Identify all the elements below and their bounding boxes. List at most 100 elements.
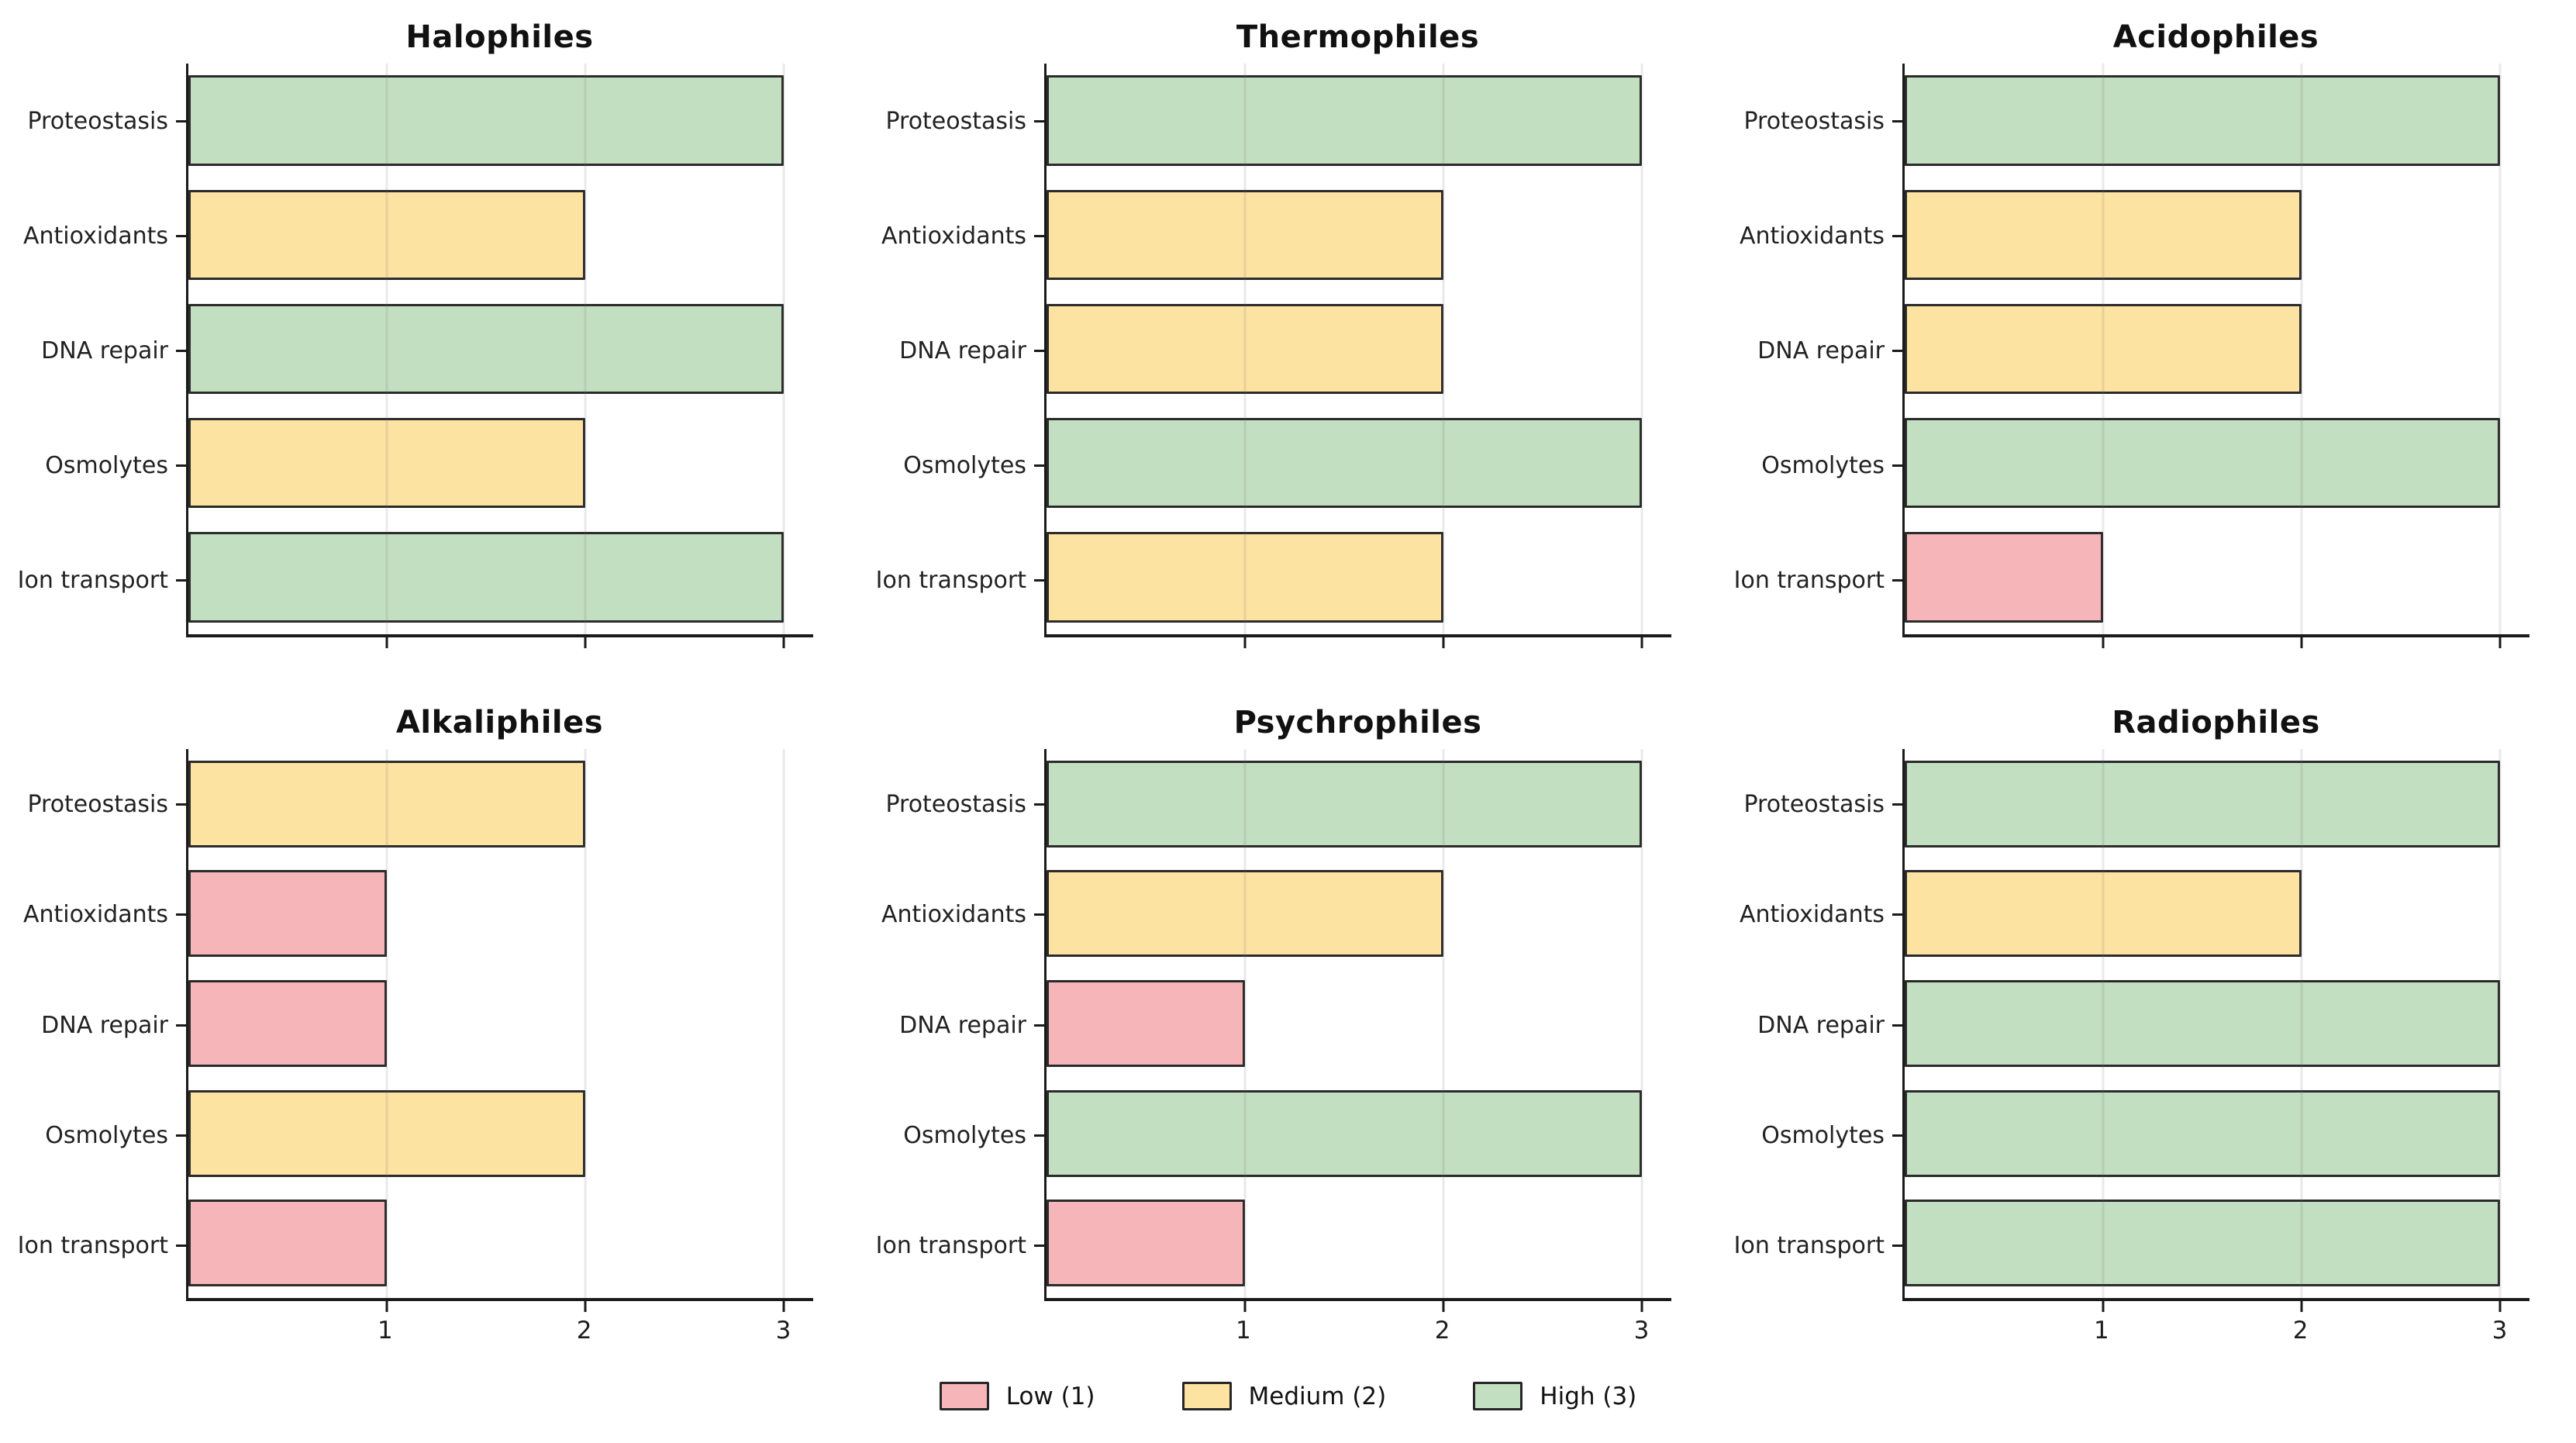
y-tick-mark: [176, 234, 186, 237]
x-axis-labels: [186, 637, 813, 685]
category-label-osmolytes: Osmolytes: [45, 451, 168, 479]
y-axis-labels: Proteostasis Antioxidants DNA repair Osmoly…: [0, 64, 186, 637]
x-axis-labels: 1 2 3: [1902, 1301, 2529, 1349]
bar-slot: [1047, 406, 1671, 520]
bar-slot: [188, 64, 813, 178]
bar-slot: [1047, 520, 1671, 634]
bar-slot: [1047, 64, 1671, 178]
chart-title: Psychrophiles: [1233, 705, 1482, 740]
bar-slot: [1905, 1188, 2529, 1298]
category-label-dna-repair: DNA repair: [1757, 1011, 1885, 1039]
bar-slot: [1047, 1188, 1671, 1298]
gridline-x3: [2498, 64, 2502, 634]
chart-psychrophiles: Psychrophiles Proteostasis Antioxidants DNA…: [858, 685, 1716, 1349]
category-label-dna-repair: DNA repair: [899, 1011, 1026, 1039]
bars-container: [188, 64, 813, 634]
x-tick-mark: [782, 1300, 785, 1312]
category-label-antioxidants: Antioxidants: [1740, 222, 1885, 250]
x-tick-mark: [2300, 1300, 2303, 1312]
category-label-row: Proteostasis: [0, 64, 186, 178]
bar-antioxidants: [1905, 189, 2302, 280]
category-label-ion-transport: Ion transport: [875, 1232, 1026, 1260]
y-tick-mark: [1034, 1134, 1044, 1137]
category-label-antioxidants: Antioxidants: [881, 222, 1026, 250]
x-tick-mark: [385, 637, 388, 648]
bar-antioxidants: [1905, 870, 2302, 958]
gridline-x2: [2300, 749, 2303, 1298]
category-label-dna-repair: DNA repair: [41, 337, 168, 364]
x-tick-mark: [1442, 1300, 1445, 1312]
chart-alkaliphiles: Alkaliphiles Proteostasis Antioxidants DNA …: [0, 685, 858, 1349]
plot-area: [1902, 64, 2529, 648]
bar-slot: [188, 178, 813, 292]
bar-antioxidants: [1047, 870, 1443, 958]
y-tick-mark: [1892, 464, 1902, 467]
chart-thermophiles: Thermophiles Proteostasis Antioxidants DNA …: [858, 0, 1716, 685]
bar-slot: [1905, 749, 2529, 859]
gridline-x2: [584, 749, 587, 1298]
charts-grid: Halophiles Proteostasis Antioxidants DNA re…: [0, 0, 2574, 1349]
category-label-row: Proteostasis: [858, 64, 1044, 178]
plot-area: [1902, 749, 2529, 1312]
chart-title: Halophiles: [405, 19, 594, 55]
category-label-row: DNA repair: [0, 970, 186, 1080]
y-tick-mark: [176, 464, 186, 467]
bars-container: [1047, 64, 1671, 634]
y-tick-mark: [176, 1024, 186, 1027]
legend-item-medium: Medium (2): [1181, 1382, 1386, 1410]
bar-proteostasis: [188, 75, 784, 166]
category-label-row: Ion transport: [858, 523, 1044, 637]
y-tick-mark: [176, 803, 186, 806]
bar-slot: [1905, 968, 2529, 1079]
category-label-osmolytes: Osmolytes: [45, 1121, 168, 1149]
gridline-x3: [1640, 64, 1643, 634]
category-label-dna-repair: DNA repair: [1757, 337, 1885, 364]
gridline-x3: [782, 749, 785, 1298]
chart-acidophiles: Acidophiles Proteostasis Antioxidants DNA r…: [1716, 0, 2574, 685]
category-label-ion-transport: Ion transport: [17, 566, 168, 594]
category-label-row: Antioxidants: [0, 859, 186, 969]
x-tick-label-1: 1: [377, 1317, 393, 1345]
y-axis-labels: Proteostasis Antioxidants DNA repair Osmoly…: [0, 749, 186, 1301]
x-axis-labels: [1902, 637, 2529, 685]
bar-proteostasis: [1047, 760, 1642, 848]
category-label-row: DNA repair: [858, 293, 1044, 408]
y-tick-mark: [1892, 119, 1902, 123]
bar-slot: [1047, 968, 1671, 1079]
y-tick-mark: [1034, 913, 1044, 917]
category-label-row: DNA repair: [858, 970, 1044, 1080]
bar-slot: [188, 968, 813, 1079]
category-label-row: Ion transport: [1716, 523, 1902, 637]
category-label-antioxidants: Antioxidants: [1740, 901, 1885, 929]
category-label-antioxidants: Antioxidants: [881, 901, 1026, 929]
legend-label-high: High (3): [1540, 1382, 1637, 1410]
category-label-osmolytes: Osmolytes: [903, 1121, 1026, 1149]
x-tick-label-3: 3: [1633, 1317, 1650, 1345]
bar-ion-transport: [188, 532, 784, 623]
category-label-osmolytes: Osmolytes: [1761, 1121, 1885, 1149]
bar-slot: [188, 520, 813, 634]
bar-osmolytes: [1905, 418, 2500, 509]
bar-antioxidants: [188, 870, 387, 958]
y-tick-mark: [1034, 1245, 1044, 1248]
bar-osmolytes: [1047, 1089, 1642, 1177]
category-label-row: Osmolytes: [1716, 1080, 1902, 1190]
chart-title: Thermophiles: [1236, 19, 1480, 55]
bar-ion-transport: [188, 1200, 387, 1287]
chart-title: Radiophiles: [2112, 705, 2320, 740]
x-tick-mark: [782, 637, 785, 648]
x-tick-mark: [2102, 1300, 2105, 1312]
bar-dna-repair: [1905, 980, 2500, 1067]
y-axis-labels: Proteostasis Antioxidants DNA repair Osmoly…: [858, 749, 1044, 1301]
category-label-ion-transport: Ion transport: [1733, 1232, 1885, 1260]
y-axis-labels: Proteostasis Antioxidants DNA repair Osmoly…: [1716, 749, 1902, 1301]
y-tick-mark: [176, 349, 186, 352]
plot-area: [1044, 64, 1671, 648]
bar-dna-repair: [1047, 980, 1245, 1067]
y-tick-mark: [176, 1245, 186, 1248]
category-label-antioxidants: Antioxidants: [23, 222, 168, 250]
gridline-x3: [1640, 749, 1643, 1298]
y-tick-mark: [1892, 913, 1902, 917]
x-tick-mark: [1640, 637, 1643, 648]
